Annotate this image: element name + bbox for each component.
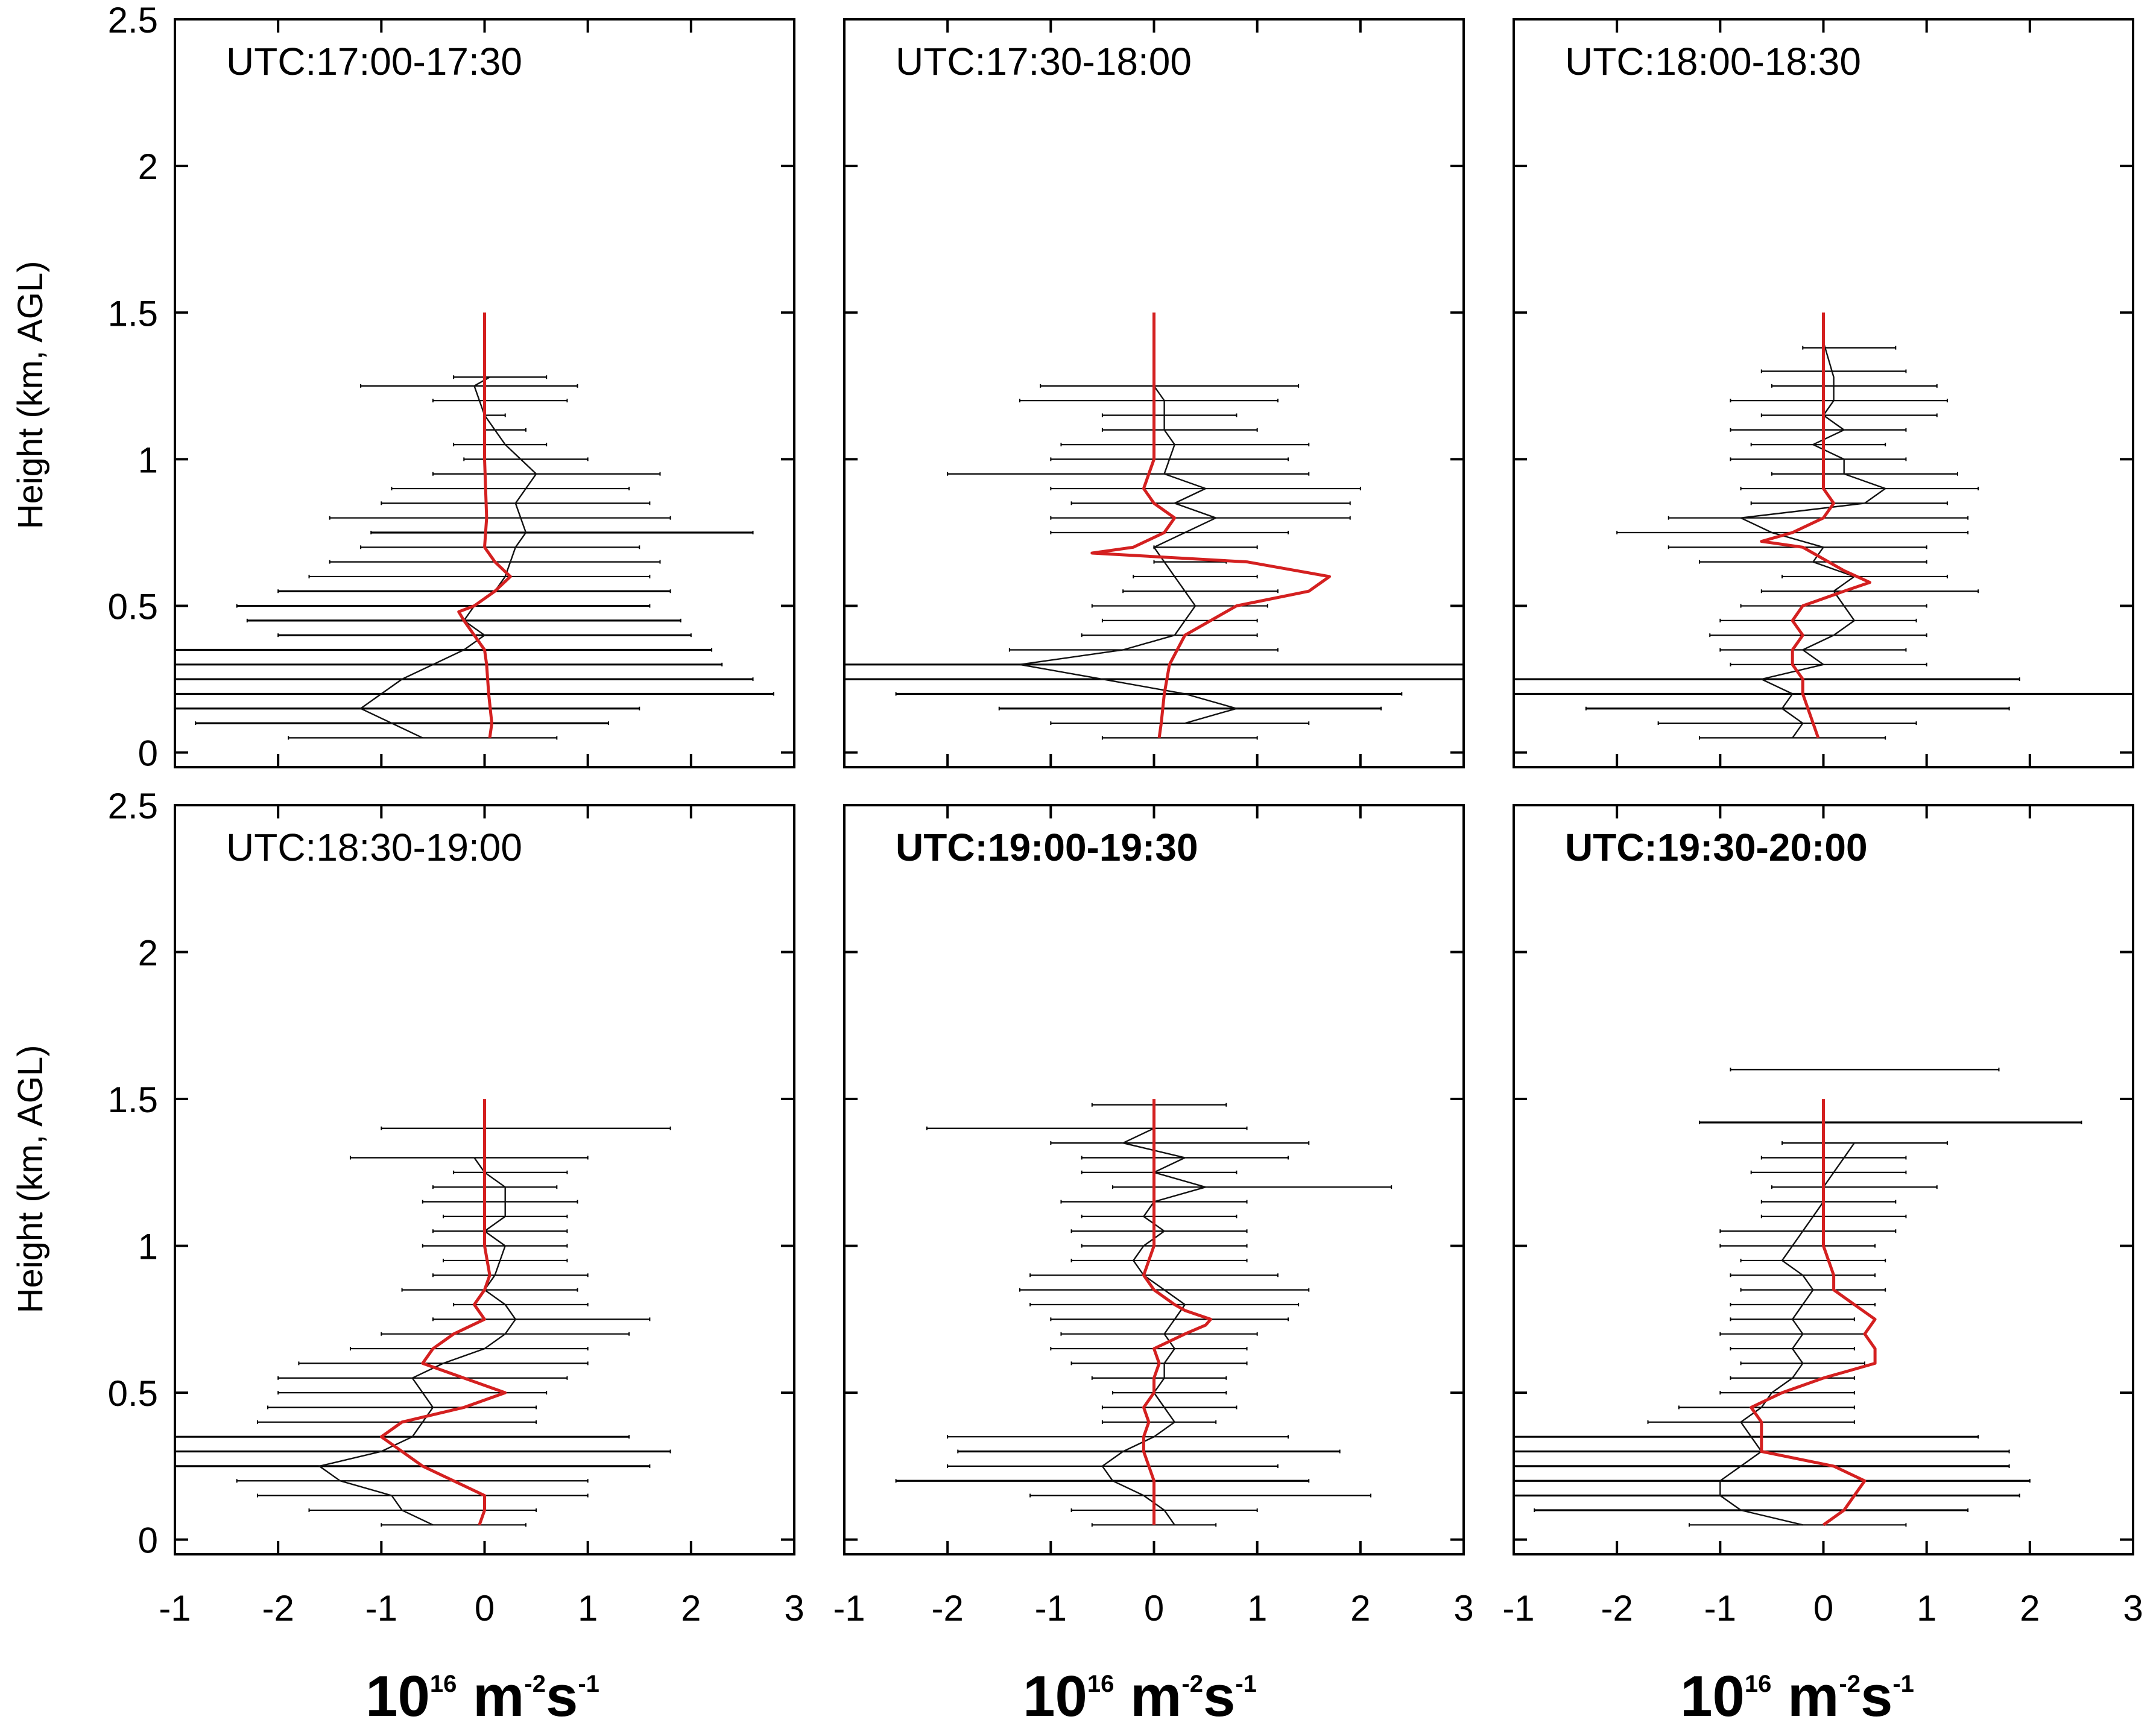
xtick-label: -1 — [159, 1588, 191, 1628]
black-profile-line — [359, 376, 537, 739]
panel-title: UTC:19:00-19:30 — [896, 826, 1198, 869]
ytick-label: 2 — [138, 147, 158, 187]
xtick-label: -2 — [1601, 1588, 1633, 1628]
xlabel-col1: 1016 m-2s-1 — [365, 1664, 599, 1729]
panel-3: UTC:18:00-18:30 — [1513, 18, 2134, 768]
xlabel-col3: 1016 m-2s-1 — [1680, 1664, 1914, 1729]
panel-title: UTC:17:00-17:30 — [226, 40, 522, 83]
xtick-label: -1 — [1704, 1588, 1736, 1628]
panel-6: -2 -1 0 1 2 3 -1 UTC:19:30-20:00 — [1502, 804, 2143, 1628]
error-bars — [174, 1126, 671, 1527]
xtick-label: 0 — [1813, 1588, 1833, 1628]
ytick-label: 0 — [138, 733, 158, 774]
xlabel-exp3: -1 — [578, 1671, 599, 1697]
xlabel-exp: 16 — [1745, 1671, 1772, 1697]
black-profile-line — [1101, 1127, 1209, 1525]
ytick-label: 2.5 — [108, 0, 158, 40]
panel-title: UTC:18:00-18:30 — [1565, 40, 1861, 83]
error-bars — [895, 1103, 1393, 1527]
red-mean-line — [1750, 1099, 1877, 1527]
xlabel-unit1: m — [1771, 1664, 1839, 1729]
xtick-label: -1 — [833, 1588, 865, 1628]
xtick-label: -1 — [365, 1588, 397, 1628]
ytick-label: 0.5 — [108, 1373, 158, 1414]
xlabel-exp2: -2 — [1181, 1671, 1203, 1697]
xlabel-base: 10 — [1680, 1664, 1745, 1729]
xlabel-col2: 1016 m-2s-1 — [1023, 1664, 1257, 1729]
xtick-label: 0 — [1144, 1588, 1164, 1628]
xtick-label: -2 — [262, 1588, 294, 1628]
xlabel-exp: 16 — [430, 1671, 457, 1697]
xtick-label: 3 — [1453, 1588, 1473, 1628]
xlabel-base: 10 — [1023, 1664, 1087, 1729]
xtick-label: 2 — [2020, 1588, 2040, 1628]
xtick-label: 2 — [681, 1588, 701, 1628]
xlabel-exp3: -1 — [1892, 1671, 1914, 1697]
ytick-label: 0 — [138, 1521, 158, 1561]
xlabel-unit1: m — [457, 1664, 524, 1729]
xlabel-base: 10 — [365, 1664, 430, 1729]
xtick-label: 3 — [784, 1588, 804, 1628]
red-mean-line — [1142, 1099, 1213, 1525]
red-mean-line — [457, 312, 512, 738]
ylabel-bottom: Height (km, AGL) — [11, 1045, 50, 1314]
panel-5: -2 -1 0 1 2 3 -1 UTC:19:00-19:30 — [833, 804, 1474, 1628]
xlabel-exp: 16 — [1087, 1671, 1114, 1697]
error-bars — [1513, 346, 2134, 740]
xlabel-unit2: s — [546, 1664, 578, 1729]
red-mean-line — [1760, 312, 1871, 739]
xtick-label: -1 — [1502, 1588, 1534, 1628]
xtick-label: 0 — [475, 1588, 495, 1628]
xtick-label: -2 — [931, 1588, 963, 1628]
xlabel-unit1: m — [1114, 1664, 1181, 1729]
error-bars — [844, 384, 1464, 740]
ytick-label: 2 — [138, 933, 158, 973]
panel-2: UTC:17:30-18:00 — [843, 18, 1465, 768]
ytick-label: 1 — [138, 1227, 158, 1267]
xlabel-unit2: s — [1203, 1664, 1235, 1729]
xtick-label: 1 — [1917, 1588, 1936, 1628]
xtick-label: 1 — [1247, 1588, 1267, 1628]
ytick-label: 1.5 — [108, 1080, 158, 1120]
xtick-label: 2 — [1350, 1588, 1370, 1628]
xlabel-exp2: -2 — [524, 1671, 546, 1697]
ytick-label: 2.5 — [108, 786, 158, 826]
xtick-label: -1 — [1035, 1588, 1067, 1628]
black-profile-line — [317, 1157, 517, 1526]
panel-title: UTC:17:30-18:00 — [896, 40, 1192, 83]
black-profile-line — [1019, 385, 1239, 724]
panel-1: 0 0.5 1 1.5 2 2.5 UTC:17:00-17:30 — [108, 0, 795, 774]
panel-title: UTC:18:30-19:00 — [226, 826, 522, 869]
xlabel-unit2: s — [1860, 1664, 1892, 1729]
ytick-label: 1 — [138, 440, 158, 480]
black-profile-line — [1719, 1142, 1855, 1526]
xlabel-exp2: -2 — [1839, 1671, 1860, 1697]
xtick-label: 1 — [578, 1588, 598, 1628]
error-bars — [174, 375, 774, 740]
xlabel-exp3: -1 — [1235, 1671, 1257, 1697]
panel-title: UTC:19:30-20:00 — [1565, 826, 1868, 869]
red-mean-line — [379, 1099, 507, 1526]
ylabel-top: Height (km, AGL) — [11, 261, 50, 530]
panels-layer: 0 0.5 1 1.5 2 2.5 UTC:17:00-17:30 UTC:17:30-18:… — [108, 0, 2143, 1628]
ytick-label: 0.5 — [108, 587, 158, 627]
xtick-label: 3 — [2123, 1588, 2143, 1628]
red-mean-line — [1090, 312, 1331, 738]
ytick-label: 1.5 — [108, 293, 158, 334]
